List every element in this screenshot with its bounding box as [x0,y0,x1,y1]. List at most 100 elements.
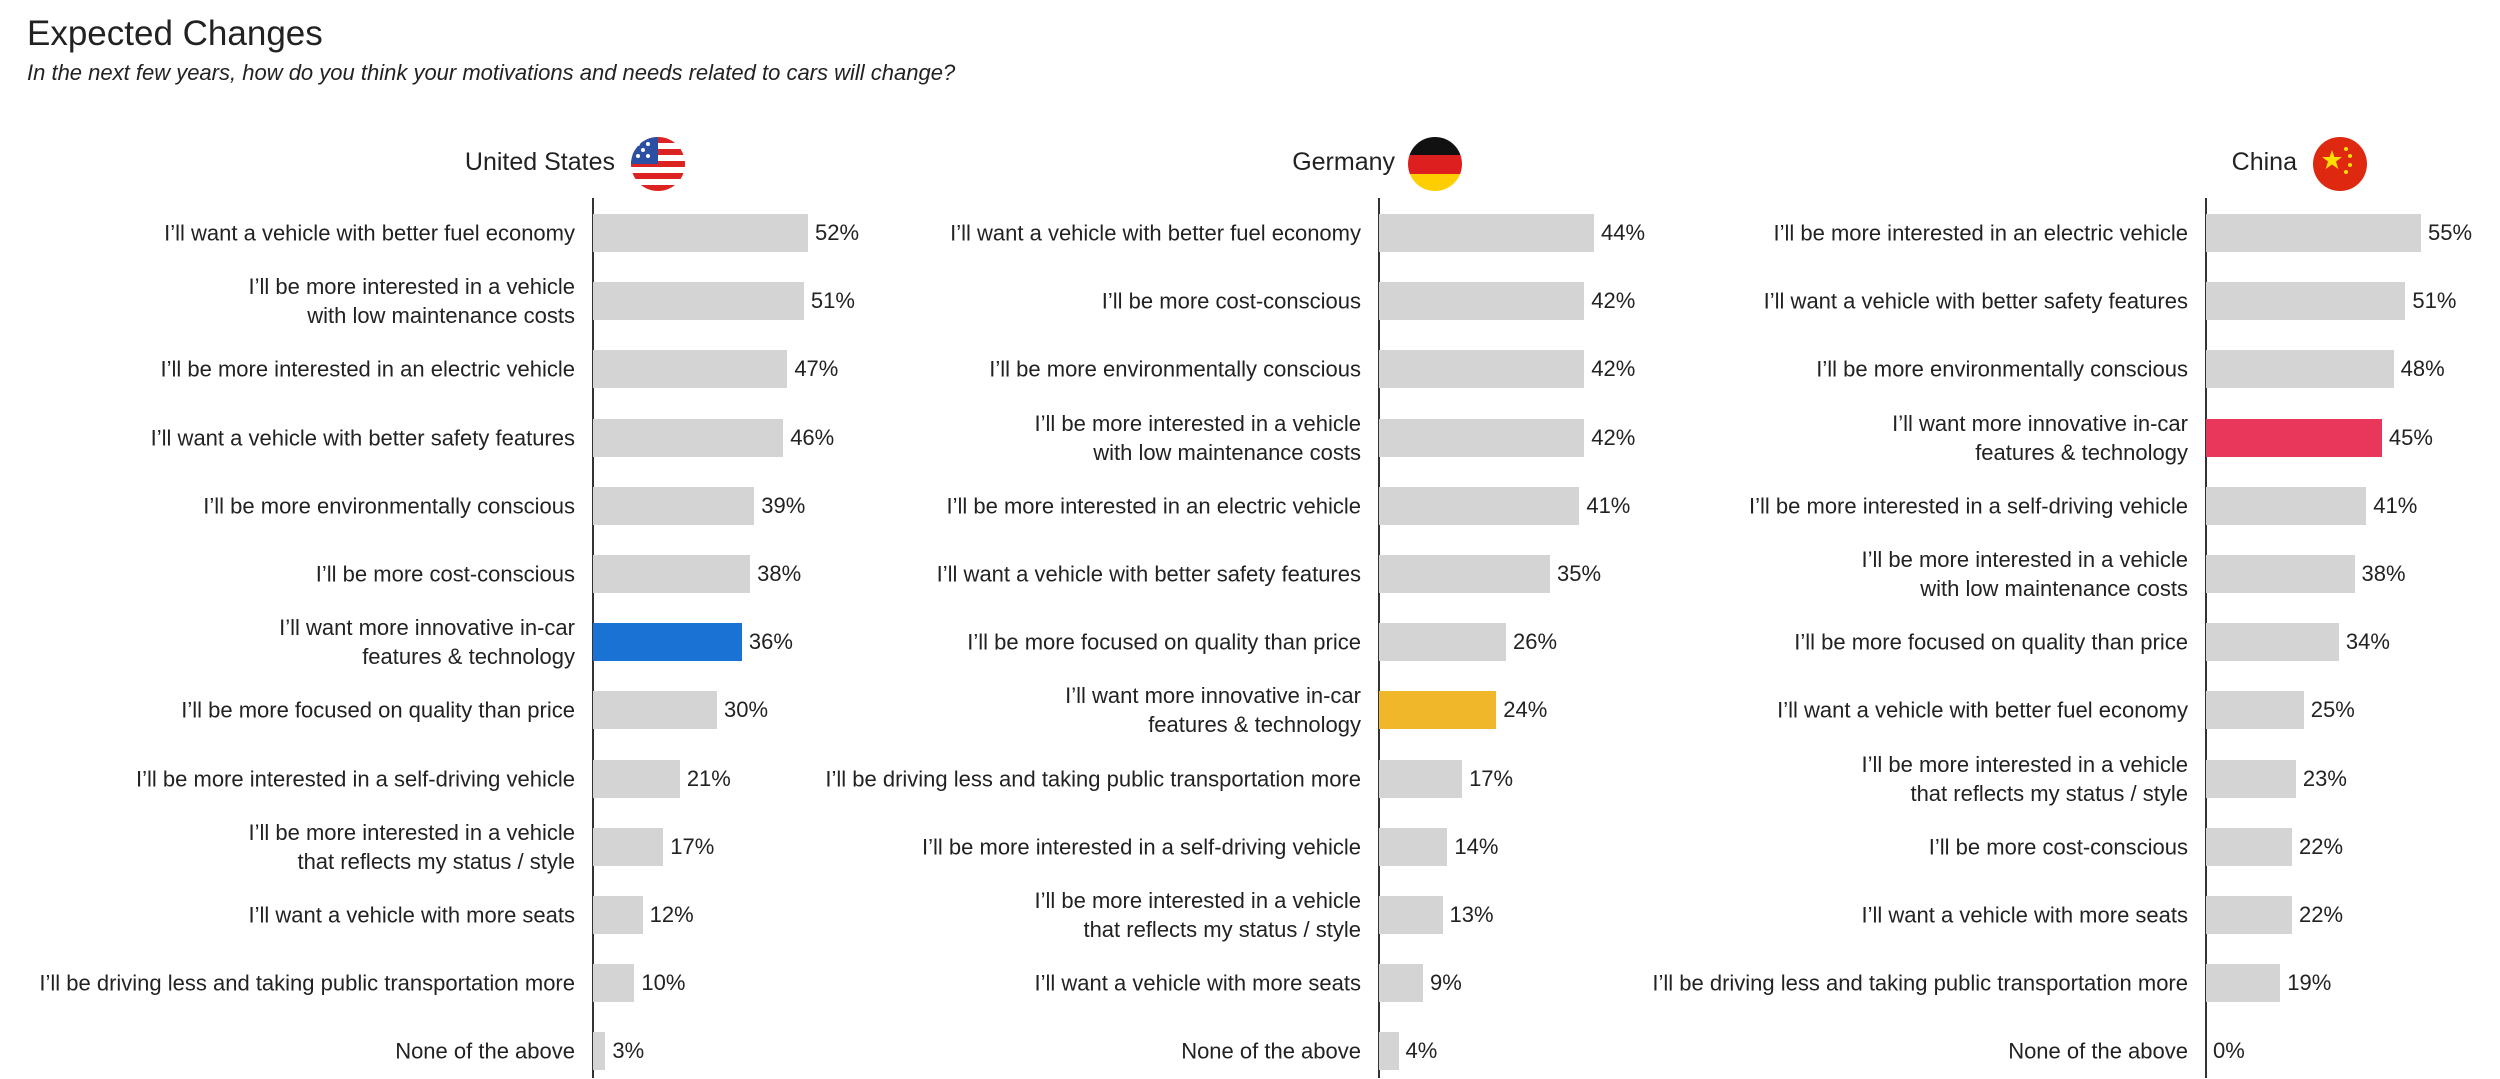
china-flag [2313,137,2367,191]
category-label: I’ll want a vehicle with better safety f… [150,425,575,451]
page-title: Expected Changes [27,14,323,53]
value-label: 3% [612,1038,645,1064]
bar [593,350,788,389]
category-label: I’ll want more innovative in-car feature… [1065,683,1361,738]
category-label: I’ll be more interested in a vehicle wit… [1034,410,1362,465]
bar [1379,759,1463,798]
category-label: I’ll want a vehicle with more seats [1034,970,1361,996]
value-label: 0% [2213,1038,2245,1064]
category-label: I’ll want more innovative in-car feature… [1892,410,2188,465]
value-label: 47% [794,356,839,382]
category-label: I’ll be more focused on quality than pri… [1794,629,2188,655]
category-label: I’ll be more interested in a self-drivin… [136,766,575,792]
value-label: 21% [686,765,731,791]
bar [2206,759,2296,798]
bar [2206,418,2382,457]
category-label: None of the above [395,1038,575,1064]
bar [2206,896,2292,934]
category-label: I’ll be more interested in a vehicle wit… [1861,547,2189,601]
bar [1379,827,1448,866]
bar [1379,214,1594,252]
value-label: 12% [649,902,694,927]
value-label: 46% [790,424,835,450]
bar [1379,555,1551,593]
germany-flag [1408,137,1462,191]
value-label: 55% [2428,220,2473,245]
category-label: I’ll be more interested in a vehicle tha… [1861,751,2189,806]
category-label: I’ll want a vehicle with better fuel eco… [1777,697,2188,723]
value-label: 42% [1591,424,1636,450]
value-label: 35% [1557,561,1602,586]
category-label: I’ll want a vehicle with better safety f… [1763,288,2188,314]
bar [2206,623,2339,662]
bar [593,964,635,1003]
bar [1379,623,1507,662]
category-label: I’ll be more cost-conscious [315,561,575,587]
category-label: None of the above [1181,1038,1361,1064]
bar [593,623,742,662]
value-label: 10% [641,970,686,996]
category-label: I’ll be more interested in a self-drivin… [922,834,1361,860]
bar [1379,486,1580,525]
value-label: 23% [2302,765,2347,791]
bar [2206,282,2406,321]
value-label: 26% [1513,629,1558,655]
category-label: I’ll be more interested in a vehicle wit… [248,274,576,329]
category-label: I’ll be driving less and taking public t… [825,766,1361,792]
value-label: 38% [2361,561,2406,586]
bar [1379,964,1423,1003]
bar [1379,350,1585,389]
chart-title: China [2231,148,2297,176]
value-label: 42% [1591,288,1636,314]
bar [593,896,643,934]
value-label: 24% [1503,697,1548,723]
category-label: I’ll be more interested in a vehicle tha… [248,819,576,874]
bar [1379,691,1497,730]
value-label: 39% [761,492,806,518]
value-label: 51% [810,288,855,314]
value-label: 22% [2299,902,2344,927]
value-label: 45% [2388,424,2433,450]
value-label: 44% [1601,220,1646,245]
category-label: I’ll be more environmentally conscious [203,493,575,519]
category-label: I’ll want a vehicle with better fuel eco… [164,220,575,246]
category-label: I’ll be more interested in an electric v… [946,493,1361,519]
value-label: 14% [1454,833,1499,859]
value-label: 25% [2310,697,2355,723]
value-label: 17% [670,833,715,859]
bar [593,214,808,252]
category-label: I’ll be more cost-conscious [1928,834,2188,860]
bar [1379,282,1585,321]
chart-title: Germany [1292,148,1395,176]
bar [593,1032,606,1071]
category-label: I’ll want a vehicle with more seats [248,902,575,928]
value-label: 13% [1449,902,1494,927]
bar [593,555,751,593]
value-label: 36% [748,629,793,655]
value-label: 9% [1429,970,1462,996]
value-label: 52% [815,220,860,245]
category-label: I’ll be driving less and taking public t… [1652,970,2188,996]
category-label: I’ll be more focused on quality than pri… [967,629,1361,655]
category-label: I’ll want more innovative in-car feature… [279,615,575,670]
page-subtitle: In the next few years, how do you think … [27,60,956,85]
bar [593,418,784,457]
category-label: I’ll be more cost-conscious [1101,288,1361,314]
category-label: I’ll be more focused on quality than pri… [181,697,575,723]
bar [2206,964,2281,1003]
bar [1379,418,1585,457]
value-label: 41% [1586,492,1631,518]
bar [593,691,718,730]
bar [593,759,680,798]
category-label: I’ll be more interested in an electric v… [160,356,575,382]
value-label: 34% [2345,629,2390,655]
value-label: 42% [1591,356,1636,382]
category-label: I’ll be more interested in a vehicle tha… [1034,888,1362,942]
bar [2206,350,2394,389]
bar [2206,214,2421,252]
category-label: I’ll be more interested in an electric v… [1773,220,2188,246]
category-label: I’ll want a vehicle with better safety f… [936,561,1361,587]
bar [2206,827,2292,866]
bar [2206,486,2367,525]
us-flag [631,137,685,191]
